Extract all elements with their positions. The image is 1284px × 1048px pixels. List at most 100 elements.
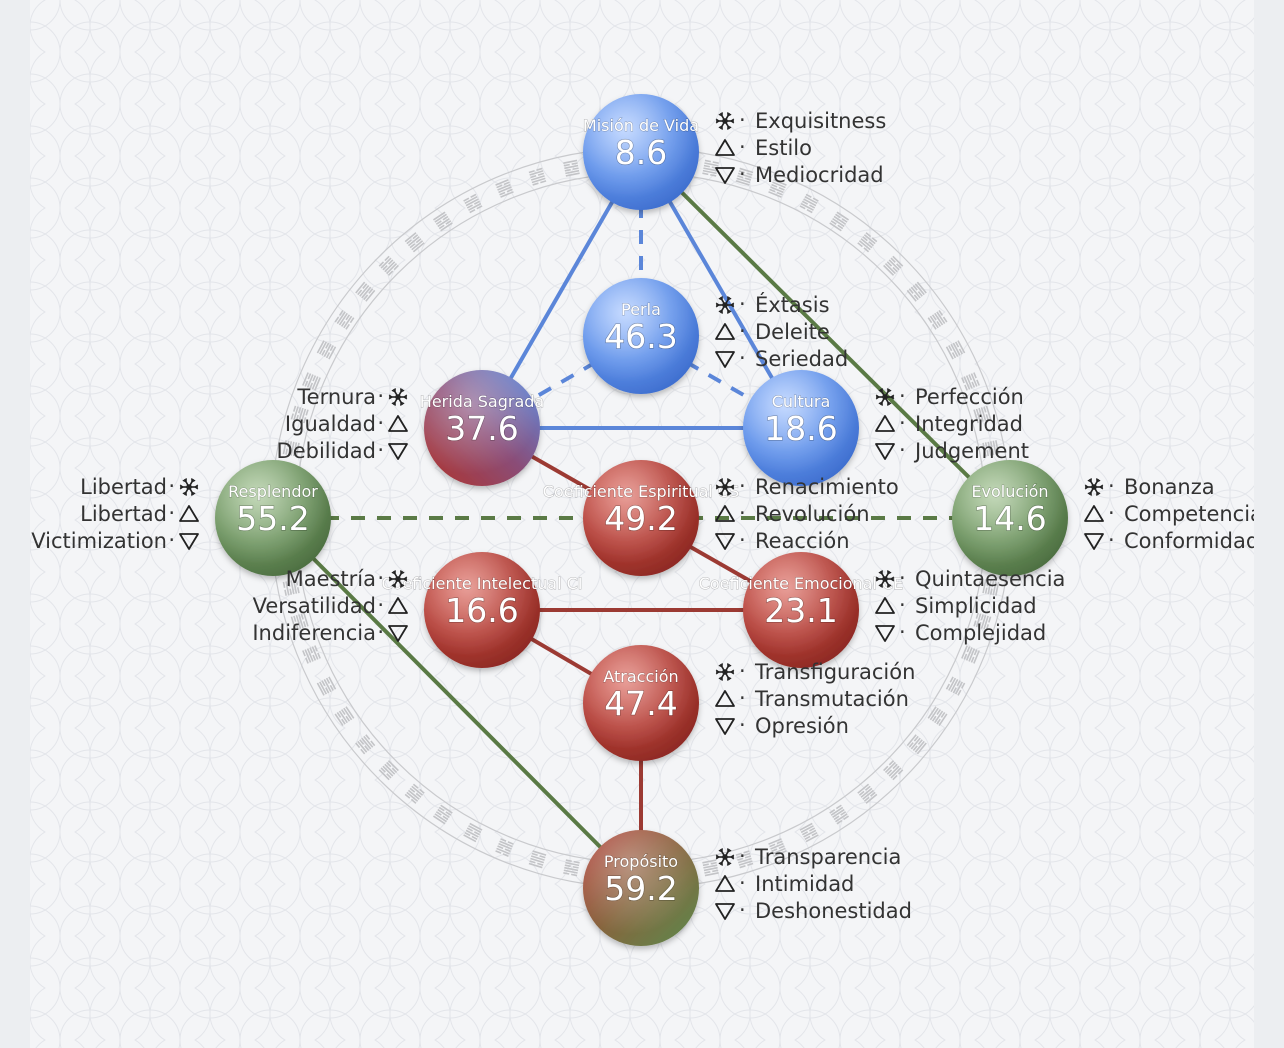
- trait-label: Deleite: [755, 320, 830, 344]
- node-perla-labels: · Éxtasis · Deleite · Seriedad: [715, 292, 848, 371]
- svg-text:·: ·: [1108, 501, 1115, 525]
- node-evolucion-title: Evolución: [971, 482, 1048, 501]
- svg-text:·: ·: [739, 108, 746, 132]
- svg-text:·: ·: [739, 292, 746, 316]
- trait-label: Seriedad: [755, 347, 848, 371]
- hexagram-icon: [355, 734, 376, 755]
- hexagram-icon: [883, 255, 904, 276]
- node-perla-title: Perla: [621, 300, 661, 319]
- triangle-up-icon: [875, 597, 895, 614]
- edge-mision-evolucion: [639, 150, 1012, 520]
- hexagram-icon: [906, 281, 927, 302]
- snowflake-icon: [1084, 478, 1104, 496]
- triangle-down-icon: [388, 443, 408, 460]
- triangle-up-icon: [715, 875, 735, 892]
- node-atraccion-value: 47.4: [604, 684, 677, 723]
- triangle-up-icon: [1084, 505, 1104, 522]
- svg-text:·: ·: [168, 474, 175, 498]
- diagram-stage: Misión de Vida 8.6 · Exquisitness · Estilo · Me…: [30, 0, 1254, 1048]
- hexagram-icon: [378, 255, 399, 276]
- trait-label: Bonanza: [1124, 475, 1215, 499]
- svg-text:·: ·: [899, 438, 906, 462]
- trait-label: Complejidad: [915, 621, 1046, 645]
- trait-label: Debilidad: [277, 439, 376, 463]
- snowflake-icon: [875, 388, 895, 406]
- node-resplendor-value: 55.2: [236, 499, 309, 538]
- triangle-up-icon: [179, 505, 199, 522]
- hexagram-icon: [432, 804, 453, 825]
- svg-text:·: ·: [739, 319, 746, 343]
- hexagram-icon: [302, 372, 321, 391]
- trait-label: Indiferencia: [252, 621, 376, 645]
- hexagram-icon: [302, 645, 321, 664]
- hexagram-icon: [528, 850, 547, 869]
- triangle-up-icon: [715, 505, 735, 522]
- hexagram-icon: [355, 281, 376, 302]
- node-cultura-title: Cultura: [772, 392, 831, 411]
- node-resplendor-labels: ·Libertad·Libertad·Victimization: [31, 474, 199, 553]
- snowflake-icon: [388, 570, 408, 588]
- hexagram-icon: [961, 372, 980, 391]
- hexagram-icon: [282, 579, 300, 596]
- hexagram-icon: [463, 193, 483, 214]
- hexagram-icon: [334, 309, 355, 330]
- hexagram-icon: [768, 179, 787, 198]
- trait-label: Versatilidad: [253, 594, 376, 618]
- triangle-down-icon: [715, 351, 735, 368]
- hexagram-icon: [290, 612, 309, 631]
- page-margin-left: [0, 0, 30, 1048]
- svg-text:·: ·: [739, 659, 746, 683]
- trait-label: Igualdad: [285, 412, 376, 436]
- node-herida-value: 37.6: [445, 409, 518, 448]
- hexagram-icon: [316, 676, 337, 696]
- trait-label: Mediocridad: [755, 163, 884, 187]
- hexagram-icon: [982, 579, 1000, 596]
- hexagram-icon: [463, 822, 483, 843]
- node-evolucion-labels: · Bonanza · Competencia · Conformidad: [1084, 474, 1254, 553]
- trait-label: Reacción: [755, 529, 850, 553]
- svg-text:·: ·: [739, 135, 746, 159]
- trait-label: Renacimiento: [755, 475, 899, 499]
- triangle-down-icon: [875, 443, 895, 460]
- hexagram-icon: [829, 804, 850, 825]
- svg-text:·: ·: [377, 438, 384, 462]
- hexagram-icon: [961, 645, 980, 664]
- hexagram-icon: [735, 167, 754, 186]
- svg-text:·: ·: [899, 384, 906, 408]
- svg-text:·: ·: [168, 528, 175, 552]
- hexagram-icon: [316, 340, 337, 360]
- node-ce-value: 23.1: [764, 591, 837, 630]
- svg-text:·: ·: [739, 162, 746, 186]
- node-mision-title: Misión de Vida: [583, 116, 699, 135]
- hexagram-icon: [404, 783, 425, 804]
- svg-text:·: ·: [377, 620, 384, 644]
- hexagram-icon: [829, 211, 850, 232]
- snowflake-icon: [875, 570, 895, 588]
- trait-label: Conformidad: [1124, 529, 1254, 553]
- trait-label: Quintaesencia: [915, 567, 1065, 591]
- node-resplendor-title: Resplendor: [228, 482, 318, 501]
- node-ci-labels: ·Maestría·Versatilidad·Indiferencia: [252, 566, 408, 645]
- triangle-down-icon: [715, 533, 735, 550]
- edge-resplendor-proposito: [271, 516, 643, 890]
- node-atraccion-title: Atracción: [603, 667, 678, 686]
- svg-text:·: ·: [899, 411, 906, 435]
- node-proposito-value: 59.2: [604, 869, 677, 908]
- svg-text:·: ·: [168, 501, 175, 525]
- snowflake-icon: [715, 112, 735, 130]
- hexagram-icon: [432, 211, 453, 232]
- hexagram-icon: [799, 193, 819, 214]
- svg-text:·: ·: [739, 501, 746, 525]
- svg-text:·: ·: [739, 686, 746, 710]
